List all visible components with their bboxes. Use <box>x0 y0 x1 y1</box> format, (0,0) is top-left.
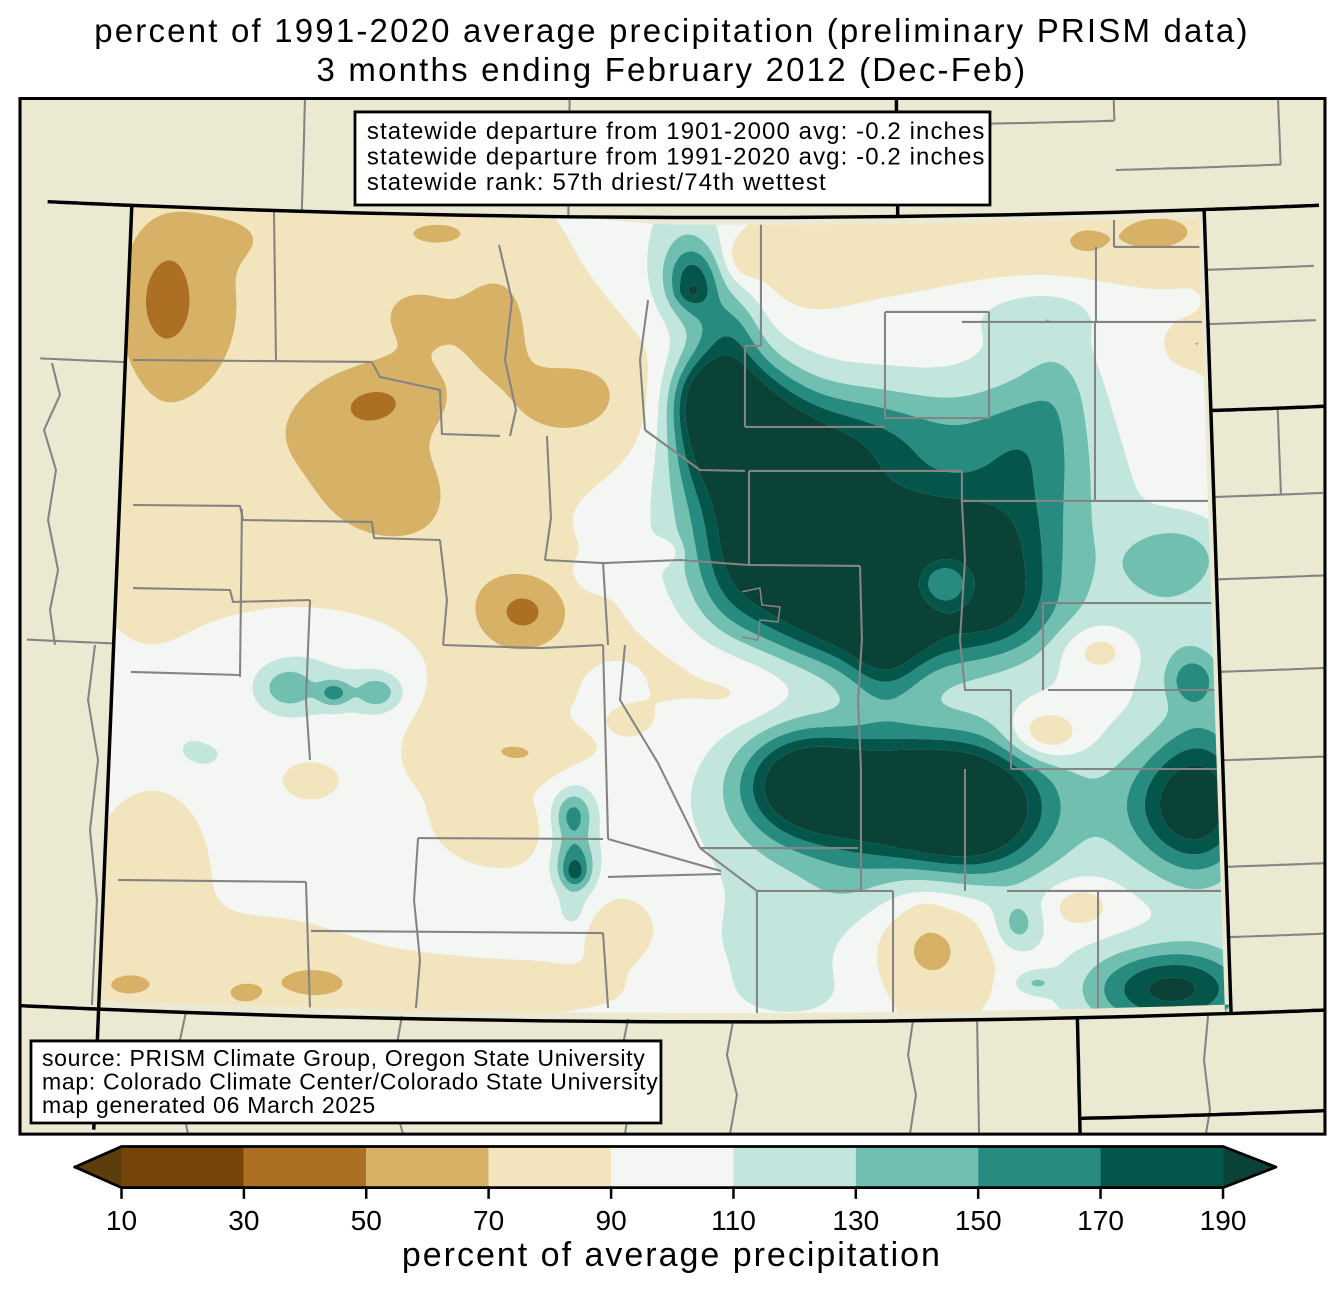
svg-text:percent of average precipitati: percent of average precipitation <box>402 1236 942 1274</box>
svg-text:50: 50 <box>351 1205 382 1236</box>
svg-text:130: 130 <box>832 1205 879 1236</box>
svg-text:map generated 06 March 2025: map generated 06 March 2025 <box>42 1092 376 1118</box>
svg-text:statewide departure from 1901-: statewide departure from 1901-2000 avg: … <box>367 118 986 145</box>
svg-text:170: 170 <box>1077 1205 1124 1236</box>
svg-text:110: 110 <box>711 1205 756 1236</box>
svg-text:percent of 1991-2020 average p: percent of 1991-2020 average precipitati… <box>94 12 1249 49</box>
svg-text:10: 10 <box>106 1205 137 1236</box>
svg-text:190: 190 <box>1200 1205 1247 1236</box>
svg-text:3 months ending February 2012: 3 months ending February 2012 (Dec-Feb) <box>317 51 1028 88</box>
svg-text:30: 30 <box>228 1205 259 1236</box>
svg-text:source: PRISM Climate Group, O: source: PRISM Climate Group, Oregon Stat… <box>42 1045 646 1071</box>
svg-text:map: Colorado Climate Center/C: map: Colorado Climate Center/Colorado St… <box>42 1068 659 1094</box>
svg-text:statewide rank: 57th driest/74: statewide rank: 57th driest/74th wettest <box>367 169 827 196</box>
svg-text:70: 70 <box>473 1205 504 1236</box>
svg-text:150: 150 <box>955 1205 1002 1236</box>
svg-text:90: 90 <box>595 1205 626 1236</box>
svg-text:statewide departure from 1991-: statewide departure from 1991-2020 avg: … <box>367 143 986 170</box>
